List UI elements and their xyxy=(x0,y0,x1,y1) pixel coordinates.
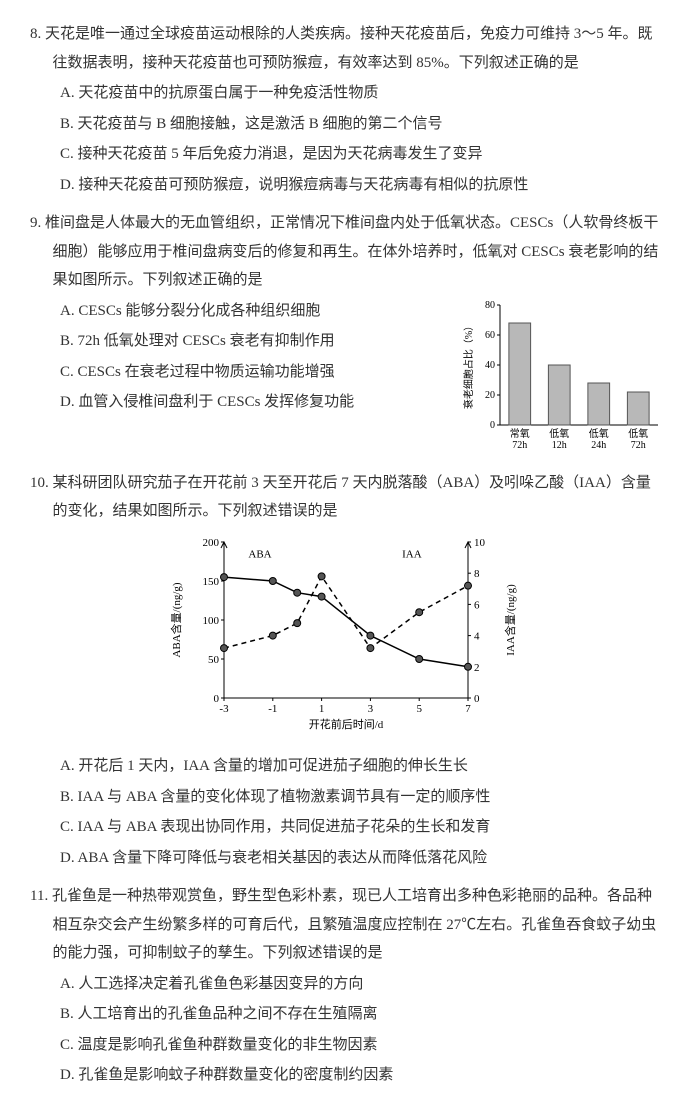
svg-text:20: 20 xyxy=(485,390,495,401)
svg-text:100: 100 xyxy=(203,615,220,627)
svg-text:4: 4 xyxy=(474,630,480,642)
svg-text:常氧: 常氧 xyxy=(510,427,530,440)
q9-options: A. CESCs 能够分裂分化成各种组织细胞 B. 72h 低氧处理对 CESC… xyxy=(30,297,452,417)
q10-text: 某科研团队研究茄子在开花前 3 天至开花后 7 天内脱落酸（ABA）及吲哚乙酸（… xyxy=(53,475,651,520)
svg-text:衰老细胞占比（%）: 衰老细胞占比（%） xyxy=(462,320,475,408)
svg-text:10: 10 xyxy=(474,537,486,549)
svg-text:6: 6 xyxy=(474,599,480,611)
svg-text:150: 150 xyxy=(203,576,220,588)
q11-text: 孔雀鱼是一种热带观赏鱼，野生型色彩朴素，现已人工培育出多种色彩艳丽的品种。各品种… xyxy=(52,888,656,961)
svg-text:IAA: IAA xyxy=(402,548,422,560)
q9-bar-chart: 020406080衰老细胞占比（%）常氧72h低氧12h低氧24h低氧72h xyxy=(462,299,662,459)
svg-text:-3: -3 xyxy=(219,703,229,715)
question-10: 10. 某科研团队研究茄子在开花前 3 天至开花后 7 天内脱落酸（ABA）及吲… xyxy=(30,469,662,873)
question-11: 11. 孔雀鱼是一种热带观赏鱼，野生型色彩朴素，现已人工培育出多种色彩艳丽的品种… xyxy=(30,882,662,1090)
svg-text:1: 1 xyxy=(319,703,325,715)
q10-stem: 10. 某科研团队研究茄子在开花前 3 天至开花后 7 天内脱落酸（ABA）及吲… xyxy=(30,469,662,526)
svg-text:5: 5 xyxy=(416,703,422,715)
q9-stem: 9. 椎间盘是人体最大的无血管组织，正常情况下椎间盘内处于低氧状态。CESCs（… xyxy=(30,209,662,295)
q8-text: 天花是唯一通过全球疫苗运动根除的人类疾病。接种天花疫苗后，免疫力可维持 3～5 … xyxy=(45,26,653,71)
q9-option-a: A. CESCs 能够分裂分化成各种组织细胞 xyxy=(60,297,452,326)
svg-text:200: 200 xyxy=(203,537,220,549)
q10-num: 10. xyxy=(30,475,49,491)
q8-option-d: D. 接种天花疫苗可预防猴痘，说明猴痘病毒与天花病毒有相似的抗原性 xyxy=(60,171,662,200)
q10-options: A. 开花后 1 天内，IAA 含量的增加可促进茄子细胞的伸长生长 B. IAA… xyxy=(30,752,662,872)
q10-option-a: A. 开花后 1 天内，IAA 含量的增加可促进茄子细胞的伸长生长 xyxy=(60,752,662,781)
question-9: 9. 椎间盘是人体最大的无血管组织，正常情况下椎间盘内处于低氧状态。CESCs（… xyxy=(30,209,662,459)
q9-option-b: B. 72h 低氧处理对 CESCs 衰老有抑制作用 xyxy=(60,327,452,356)
svg-text:50: 50 xyxy=(208,654,220,666)
svg-text:7: 7 xyxy=(465,703,471,715)
q11-option-b: B. 人工培育出的孔雀鱼品种之间不存在生殖隔离 xyxy=(60,1000,662,1029)
svg-text:ABA含量/(ng/g): ABA含量/(ng/g) xyxy=(169,582,183,657)
svg-text:24h: 24h xyxy=(591,440,606,451)
svg-text:开花前后时间/d: 开花前后时间/d xyxy=(309,717,384,731)
q8-options: A. 天花疫苗中的抗原蛋白属于一种免疫活性物质 B. 天花疫苗与 B 细胞接触，… xyxy=(30,79,662,199)
q11-stem: 11. 孔雀鱼是一种热带观赏鱼，野生型色彩朴素，现已人工培育出多种色彩艳丽的品种… xyxy=(30,882,662,968)
q8-option-c: C. 接种天花疫苗 5 年后免疫力消退，是因为天花病毒发生了变异 xyxy=(60,140,662,169)
q11-num: 11. xyxy=(30,888,48,904)
q8-num: 8. xyxy=(30,26,41,42)
svg-text:0: 0 xyxy=(214,693,220,705)
q10-option-c: C. IAA 与 ABA 表现出协同作用，共同促进茄子花朵的生长和发育 xyxy=(60,813,662,842)
q10-line-chart: -3-11357开花前后时间/d050100150200ABA含量/(ng/g)… xyxy=(166,532,526,732)
q11-options: A. 人工选择决定着孔雀鱼色彩基因变异的方向 B. 人工培育出的孔雀鱼品种之间不… xyxy=(30,970,662,1090)
q9-option-c: C. CESCs 在衰老过程中物质运输功能增强 xyxy=(60,358,452,387)
svg-text:72h: 72h xyxy=(631,440,646,451)
svg-text:IAA含量/(ng/g): IAA含量/(ng/g) xyxy=(503,583,517,655)
q11-option-a: A. 人工选择决定着孔雀鱼色彩基因变异的方向 xyxy=(60,970,662,999)
q10-option-b: B. IAA 与 ABA 含量的变化体现了植物激素调节具有一定的顺序性 xyxy=(60,783,662,812)
q11-option-c: C. 温度是影响孔雀鱼种群数量变化的非生物因素 xyxy=(60,1031,662,1060)
svg-text:0: 0 xyxy=(490,420,495,431)
q11-option-d: D. 孔雀鱼是影响蚊子种群数量变化的密度制约因素 xyxy=(60,1061,662,1090)
svg-text:40: 40 xyxy=(485,360,495,371)
svg-text:12h: 12h xyxy=(552,440,567,451)
svg-text:ABA: ABA xyxy=(248,548,271,560)
svg-text:80: 80 xyxy=(485,300,495,311)
svg-text:3: 3 xyxy=(368,703,374,715)
q9-text: 椎间盘是人体最大的无血管组织，正常情况下椎间盘内处于低氧状态。CESCs（人软骨… xyxy=(45,215,658,288)
q9-option-d: D. 血管入侵椎间盘利于 CESCs 发挥修复功能 xyxy=(60,388,452,417)
q8-option-b: B. 天花疫苗与 B 细胞接触，这是激活 B 细胞的第二个信号 xyxy=(60,110,662,139)
q9-num: 9. xyxy=(30,215,41,231)
svg-text:72h: 72h xyxy=(512,440,527,451)
svg-text:8: 8 xyxy=(474,568,480,580)
svg-text:0: 0 xyxy=(474,693,480,705)
svg-text:低氧: 低氧 xyxy=(549,427,569,440)
svg-text:60: 60 xyxy=(485,330,495,341)
svg-text:2: 2 xyxy=(474,661,480,673)
q10-option-d: D. ABA 含量下降可降低与衰老相关基因的表达从而降低落花风险 xyxy=(60,844,662,873)
q8-option-a: A. 天花疫苗中的抗原蛋白属于一种免疫活性物质 xyxy=(60,79,662,108)
svg-text:低氧: 低氧 xyxy=(628,427,648,440)
svg-text:低氧: 低氧 xyxy=(589,427,609,440)
svg-text:-1: -1 xyxy=(268,703,277,715)
question-8: 8. 天花是唯一通过全球疫苗运动根除的人类疾病。接种天花疫苗后，免疫力可维持 3… xyxy=(30,20,662,199)
q8-stem: 8. 天花是唯一通过全球疫苗运动根除的人类疾病。接种天花疫苗后，免疫力可维持 3… xyxy=(30,20,662,77)
